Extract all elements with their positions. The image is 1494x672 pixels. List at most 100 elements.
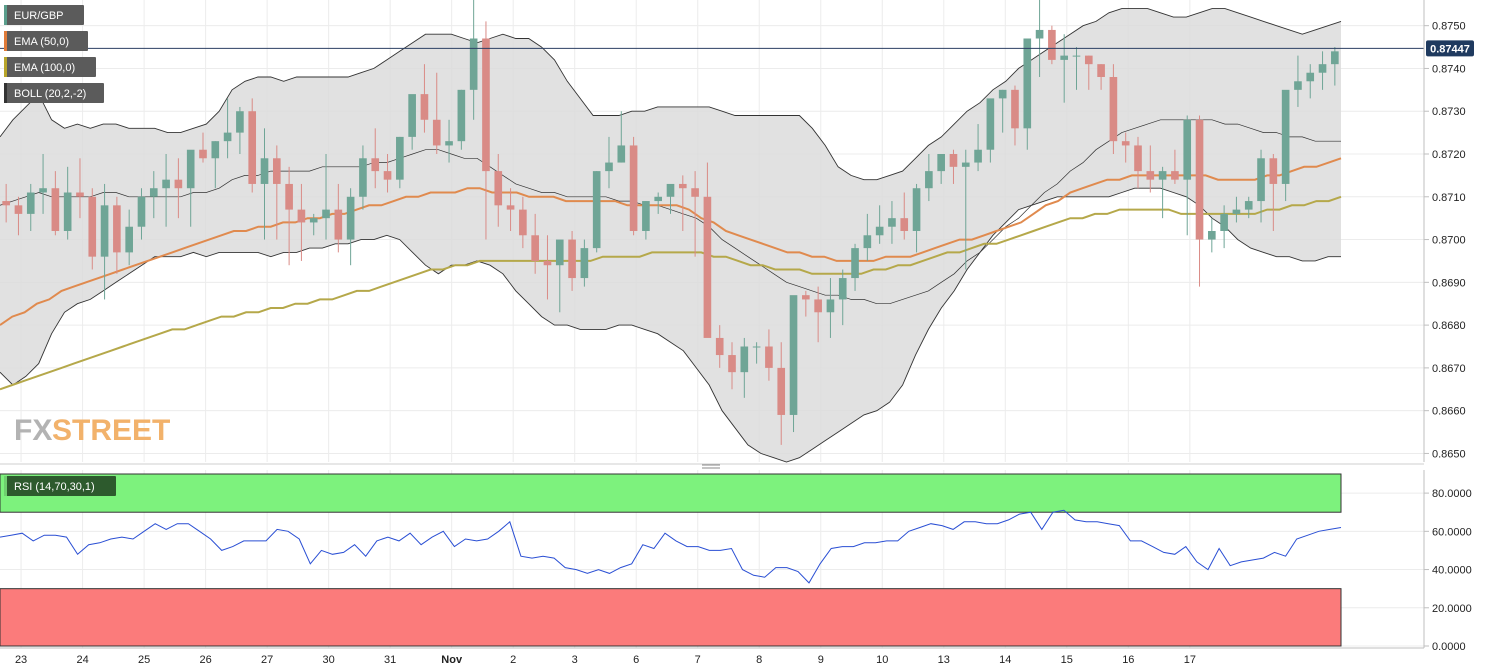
candle xyxy=(76,158,84,219)
x-tick-label: 23 xyxy=(15,654,27,666)
rsi-y-axis-ticks: 80.0000 60.0000 40.0000 20.0000 0.0000 xyxy=(1424,488,1472,653)
candle-body xyxy=(888,218,896,227)
candle-body xyxy=(420,94,429,120)
bollinger-upper-line xyxy=(0,8,1342,181)
candle xyxy=(482,21,490,240)
candle-body xyxy=(149,188,158,197)
candle xyxy=(149,171,158,219)
candle xyxy=(912,183,921,253)
candle xyxy=(26,183,35,231)
candle-body xyxy=(469,38,478,90)
candle-body xyxy=(961,162,970,167)
candle xyxy=(236,106,244,154)
candle-body xyxy=(912,188,921,231)
main-y-tick-label: 0.8650 xyxy=(1432,448,1466,460)
x-tick-label: 26 xyxy=(199,654,211,666)
candle xyxy=(137,188,146,240)
candle-body xyxy=(519,209,527,236)
bollinger-lower-line xyxy=(0,187,1341,463)
candle xyxy=(1048,25,1056,65)
candle xyxy=(359,145,367,210)
candle xyxy=(789,295,798,433)
candle-body xyxy=(617,145,626,163)
candle-body xyxy=(445,141,453,146)
candle-body xyxy=(1060,55,1069,60)
candle-body xyxy=(1171,171,1179,180)
candle xyxy=(1072,47,1081,90)
candle-body xyxy=(14,205,23,214)
legend-item-label: BOLL (20,2,-2) xyxy=(14,88,86,100)
candle-body xyxy=(666,183,675,197)
x-tick-label: 3 xyxy=(572,654,578,666)
candle-body xyxy=(408,94,416,137)
candle xyxy=(248,98,257,193)
x-tick-label: 31 xyxy=(384,654,396,666)
x-tick-label: 24 xyxy=(76,654,88,666)
candle xyxy=(691,171,699,257)
candle xyxy=(1269,154,1278,231)
candle xyxy=(334,183,343,253)
candle-body xyxy=(1244,201,1253,210)
main-y-tick-label: 0.8730 xyxy=(1432,106,1466,118)
candle xyxy=(408,94,416,150)
candle-body xyxy=(1048,29,1056,60)
candle xyxy=(14,196,23,236)
main-y-tick-label: 0.8660 xyxy=(1432,406,1466,418)
candle xyxy=(383,154,392,193)
legend-item-bg xyxy=(4,83,104,103)
candle xyxy=(51,171,60,236)
fxstreet-logo: FX STREET xyxy=(14,414,170,447)
candle-body xyxy=(1023,38,1032,129)
candle xyxy=(162,154,170,227)
candle xyxy=(814,286,822,343)
divider-handle-icon[interactable] xyxy=(702,464,720,469)
candle xyxy=(568,231,576,291)
main-y-tick-label: 0.8690 xyxy=(1432,277,1466,289)
candle-body xyxy=(1084,55,1093,65)
candle xyxy=(974,124,982,172)
candle-body xyxy=(137,196,146,227)
main-y-tick-label: 0.8680 xyxy=(1432,320,1466,332)
candle xyxy=(445,119,453,163)
candle-body xyxy=(1134,145,1142,172)
candle xyxy=(260,128,269,240)
candle-body xyxy=(1232,209,1241,214)
candle-body xyxy=(457,89,466,142)
candle-body xyxy=(211,141,220,159)
candle-body xyxy=(260,158,269,184)
candle xyxy=(396,136,404,189)
candle xyxy=(1294,55,1302,107)
x-tick-label: Nov xyxy=(441,654,463,666)
current-price-value: 0.87447 xyxy=(1430,43,1470,55)
candle-body xyxy=(654,196,663,202)
candle-body xyxy=(1195,119,1204,240)
candle-body xyxy=(76,192,84,197)
main-y-tick-label: 0.8670 xyxy=(1432,363,1466,375)
candle xyxy=(1220,205,1228,249)
candle xyxy=(432,72,441,154)
candle xyxy=(63,166,72,240)
candle-body xyxy=(113,205,121,253)
candle-body xyxy=(851,248,859,279)
rsi-line xyxy=(0,509,1342,584)
candle-body xyxy=(740,346,749,373)
candle xyxy=(531,213,539,274)
x-tick-label: 30 xyxy=(323,654,335,666)
candle xyxy=(863,213,872,261)
candle xyxy=(1183,115,1192,236)
candle xyxy=(888,201,896,244)
candle-body xyxy=(1257,158,1265,202)
candle-body xyxy=(506,205,515,210)
candle xyxy=(1011,85,1019,146)
rsi-y-tick-label: 80.0000 xyxy=(1432,488,1472,500)
candle xyxy=(949,149,958,184)
candle xyxy=(654,192,663,214)
candle xyxy=(777,342,786,445)
candle-body xyxy=(383,171,392,180)
candle xyxy=(100,183,109,300)
candle xyxy=(1084,55,1093,90)
candle-body xyxy=(555,239,564,266)
main-y-tick-label: 0.8710 xyxy=(1432,192,1466,204)
main-y-tick-label: 0.8720 xyxy=(1432,149,1466,161)
candle-body xyxy=(236,111,244,133)
